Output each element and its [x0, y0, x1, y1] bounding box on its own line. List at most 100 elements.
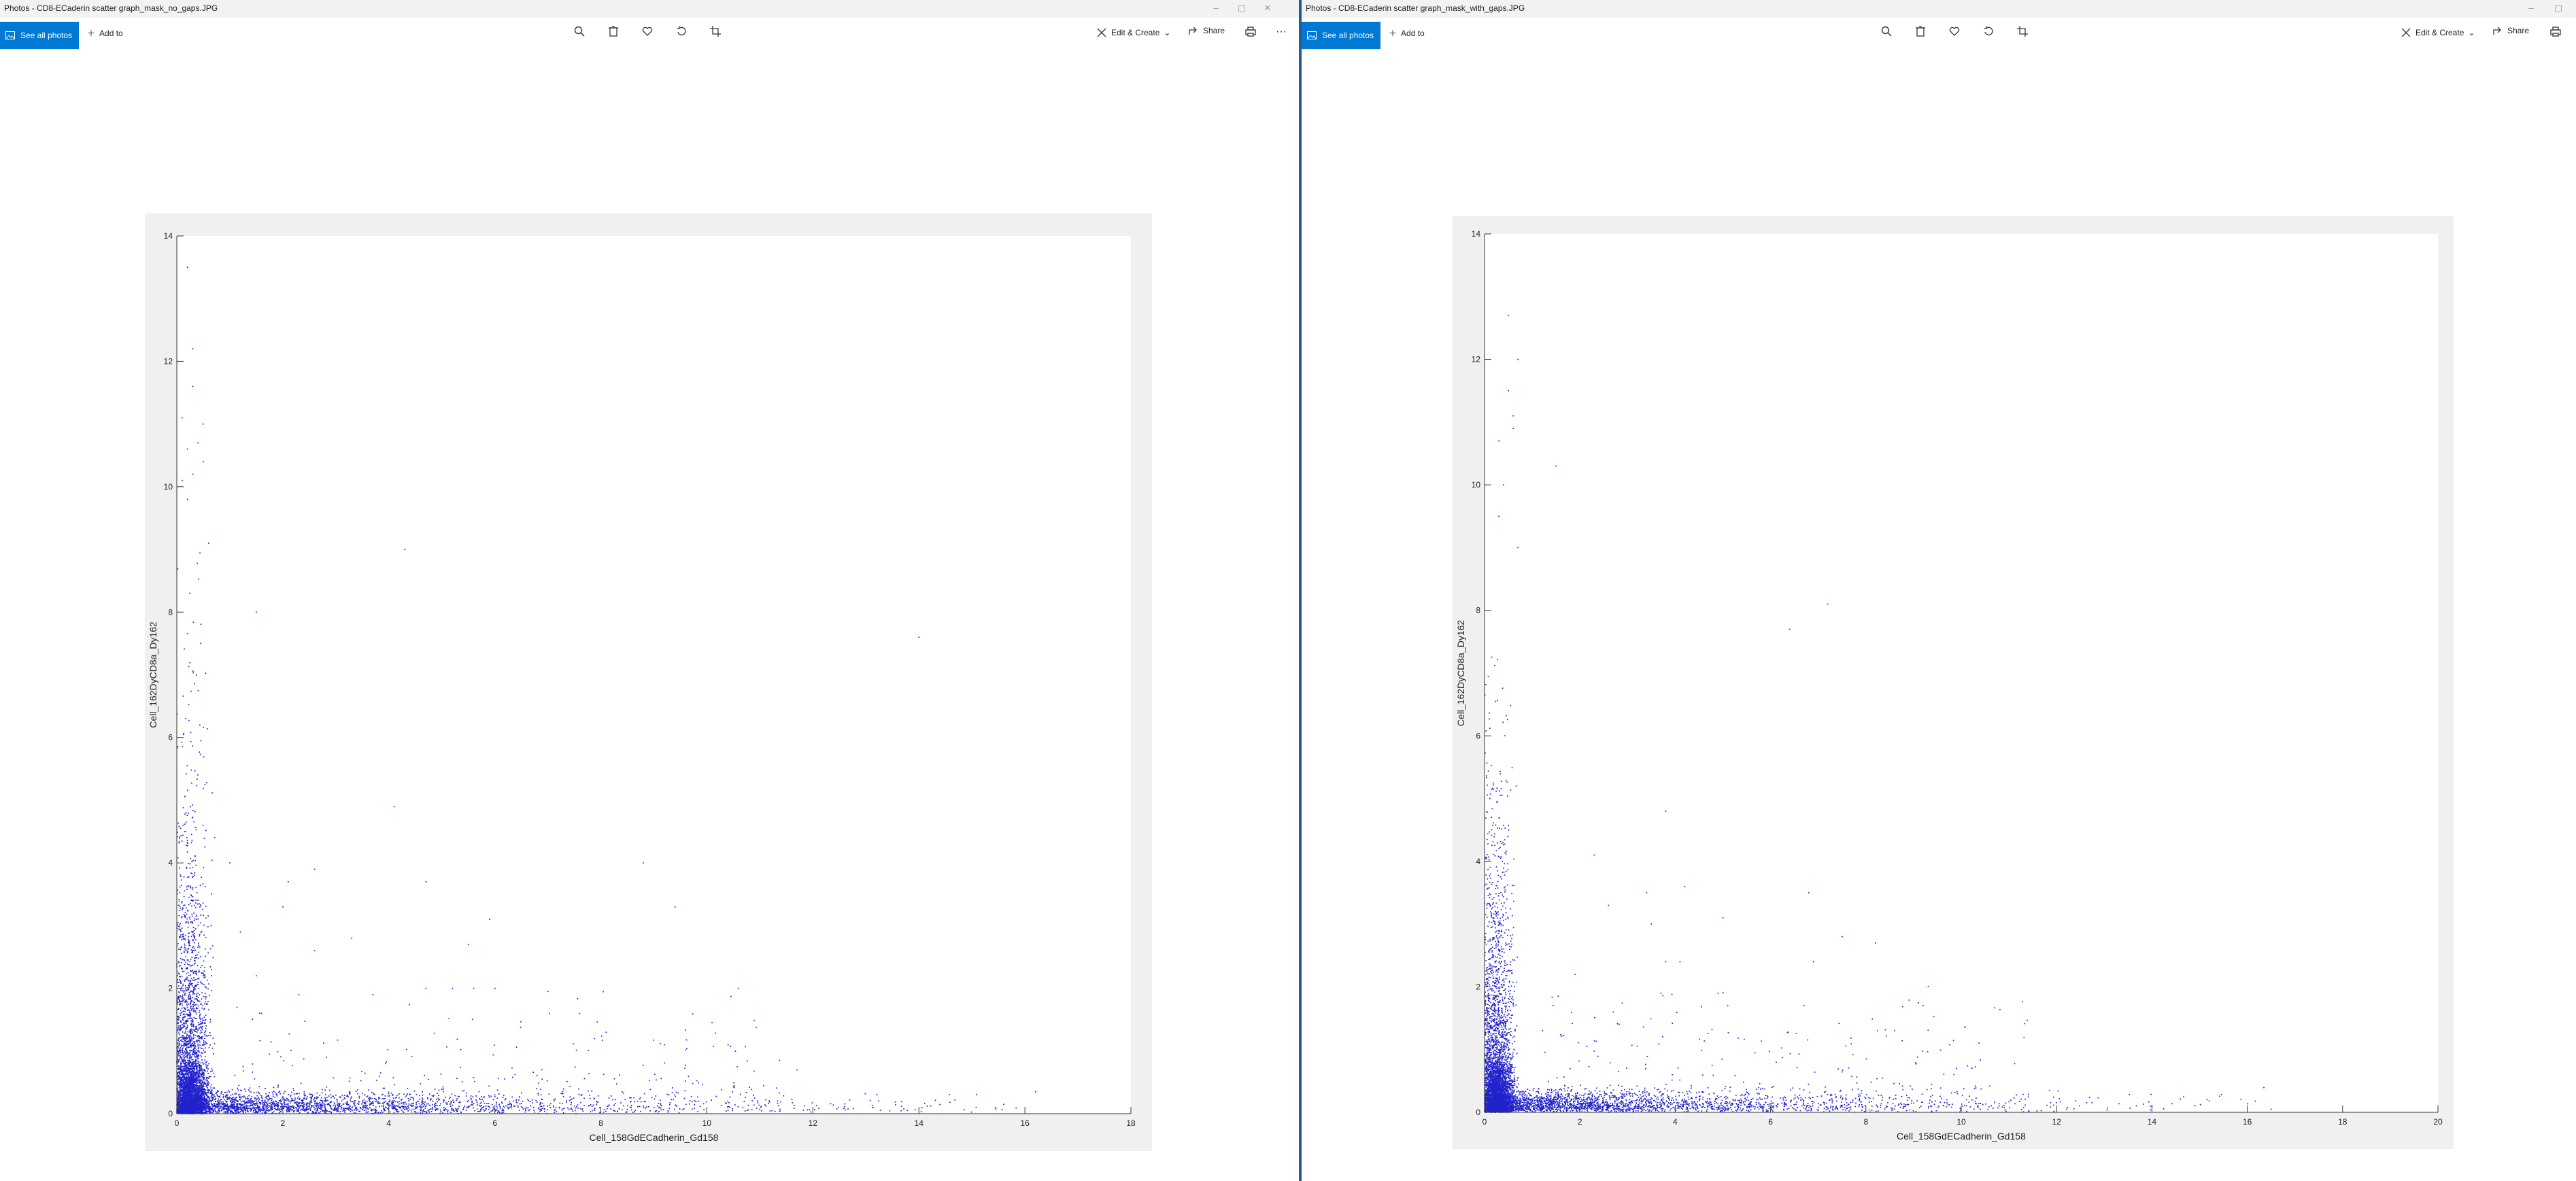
rotate-icon[interactable]: [675, 24, 688, 38]
scatter-point: [178, 1074, 180, 1076]
scatter-point: [192, 1107, 194, 1108]
delete-icon[interactable]: [607, 24, 620, 38]
scatter-point: [193, 993, 195, 995]
scatter-point: [191, 1050, 192, 1052]
scatter-point: [189, 592, 190, 594]
scatter-point: [203, 838, 205, 840]
scatter-point: [190, 769, 192, 771]
scatter-point: [181, 1074, 182, 1076]
scatter-point: [199, 1000, 201, 1002]
scatter-point: [184, 1052, 186, 1054]
scatter-point: [194, 1098, 197, 1100]
scatter-point: [184, 914, 186, 917]
scatter-point: [197, 1077, 199, 1078]
scatter-point: [187, 1067, 188, 1069]
scatter-point: [181, 1053, 183, 1055]
scatter-point: [186, 851, 188, 853]
print-icon[interactable]: [1244, 24, 1257, 38]
scatter-point: [188, 1097, 190, 1099]
close-icon[interactable]: ✕: [1264, 3, 1272, 13]
scatter-point: [182, 1019, 184, 1021]
scatter-point: [258, 1108, 260, 1110]
more-icon[interactable]: ···: [1276, 26, 1287, 37]
scatter-point: [177, 1019, 179, 1021]
scatter-point: [180, 1052, 181, 1054]
scatter-point: [185, 1087, 187, 1089]
scatter-point: [177, 1103, 179, 1104]
scatter-point: [197, 689, 199, 691]
maximize-icon[interactable]: ▢: [1237, 3, 1247, 13]
share-button[interactable]: Share: [1189, 26, 1225, 35]
scatter-point: [194, 1089, 195, 1091]
scatter-point: [350, 1099, 351, 1101]
scatter-point: [484, 1096, 486, 1098]
zoom-icon[interactable]: [573, 24, 586, 38]
scatter-point: [184, 823, 186, 825]
scatter-point: [182, 1086, 184, 1089]
scatter-point: [198, 1050, 199, 1051]
see-all-photos-button[interactable]: See all photos: [0, 22, 79, 49]
scatter-point: [180, 929, 182, 931]
crop-icon[interactable]: [709, 24, 722, 38]
scatter-point: [197, 999, 198, 1001]
scatter-point: [388, 1091, 390, 1093]
minimize-icon[interactable]: –: [1213, 3, 1219, 13]
scatter-point: [472, 1096, 474, 1097]
scatter-point: [205, 1112, 206, 1113]
scatter-point: [177, 568, 179, 570]
scatter-point: [205, 996, 207, 998]
scatter-point: [194, 1106, 196, 1108]
heart-icon[interactable]: [641, 24, 654, 38]
scatter-point: [201, 1093, 203, 1095]
scatter-point: [177, 1111, 180, 1112]
scatter-point: [188, 1076, 190, 1078]
scatter-point: [199, 946, 201, 948]
scatter-point: [190, 1033, 192, 1035]
scatter-point: [396, 1109, 398, 1111]
scatter-point: [190, 1094, 191, 1095]
scatter-point: [430, 1108, 431, 1110]
scatter-point: [204, 1099, 205, 1100]
scatter-point: [522, 1108, 524, 1110]
scatter-point: [192, 1080, 194, 1082]
edit-create-label: Edit & Create: [1111, 28, 1160, 37]
add-to-button[interactable]: ＋ Add to: [87, 27, 123, 39]
scatter-point: [199, 1069, 201, 1072]
scatter-point: [190, 885, 191, 887]
scatter-point: [197, 1091, 199, 1093]
scatter-point: [176, 1016, 178, 1018]
scatter-point: [418, 1098, 420, 1100]
scatter-point: [183, 1036, 185, 1038]
scatter-point: [183, 1082, 184, 1084]
scatter-point: [190, 1078, 191, 1080]
scatter-point: [190, 1024, 192, 1025]
scatter-point: [238, 1084, 239, 1086]
scatter-point: [210, 1086, 211, 1088]
scatter-point: [190, 974, 191, 976]
scatter-point: [186, 1037, 188, 1038]
scatter-point: [199, 1072, 201, 1074]
scatter-point: [192, 972, 194, 974]
scatter-point: [358, 1095, 360, 1097]
scatter-point: [192, 1078, 193, 1080]
scatter-point: [208, 1046, 210, 1048]
scatter-point: [460, 1111, 462, 1113]
scatter-point: [188, 1084, 190, 1086]
scatter-point: [180, 1071, 182, 1073]
scatter-point: [190, 1062, 192, 1063]
scatter-point: [199, 1102, 201, 1104]
scatter-point: [186, 1047, 188, 1048]
scatter-point: [296, 1093, 298, 1095]
scatter-point: [443, 1108, 445, 1110]
scatter-point: [179, 1072, 180, 1074]
scatter-point: [185, 831, 186, 832]
scatter-point: [194, 1056, 196, 1058]
scatter-point: [191, 905, 192, 907]
scatter-point: [193, 1049, 194, 1050]
edit-create-button[interactable]: Edit & Create ⌄: [1096, 27, 1170, 38]
scatter-point: [185, 1100, 186, 1102]
scatter-point: [182, 1089, 184, 1091]
scatter-point: [189, 1031, 191, 1033]
scatter-point: [191, 1032, 193, 1034]
scatter-point: [186, 963, 188, 965]
